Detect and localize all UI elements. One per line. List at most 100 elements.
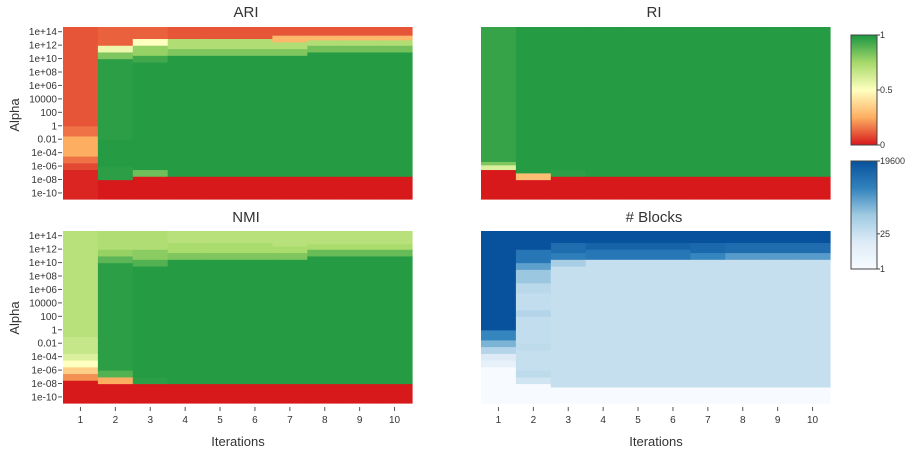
y-tick-label: 1e-10 [31,392,57,403]
heat-cell [272,48,308,56]
heat-cell [97,51,134,60]
y-tick-label: 0.01 [38,135,58,146]
heat-cell [515,262,552,270]
heat-cell [97,255,134,264]
heat-cell [63,125,99,137]
x-tick-label: 7 [705,415,711,426]
x-tick-label: 6 [252,415,258,426]
colorbar-tick-label: 1 [880,30,885,40]
heat-cell [167,38,204,50]
heat-cell [97,370,134,378]
colorbar-ramp [850,160,878,270]
heat-cell [237,383,273,404]
heat-cell [132,376,169,385]
y-tick-label: 1e+06 [29,81,58,92]
heat-cell [760,242,796,254]
heat-cell [272,41,308,50]
heat-cell [167,48,204,56]
heat-cell [515,231,552,250]
heat-cell [620,386,657,404]
heat-cell [132,38,169,46]
y-tick-label: 1e+06 [29,285,58,296]
heat-cell [167,55,204,177]
heat-cell [550,252,587,260]
heat-cell [307,39,343,46]
y-tick-label: 10000 [29,94,57,105]
x-tick-label: 3 [147,415,153,426]
heat-cell [132,55,169,63]
y-tick-label: 0.01 [38,339,58,350]
heat-cell [620,176,657,200]
heat-cell [795,27,831,177]
heat-cell [760,386,796,404]
heat-cell [690,27,726,177]
x-tick-label: 2 [531,415,537,426]
heat-cell [655,249,691,260]
heat-cell [377,249,413,257]
heat-cell [550,259,587,267]
heat-cell [272,259,308,385]
heat-cell [342,27,378,36]
heat-cell [202,259,239,385]
heat-cell [515,309,552,317]
heat-cell [342,249,378,257]
heat-cell [481,346,517,354]
heat-cell [63,169,99,200]
heat-cell [515,316,552,344]
heat-cell [377,45,413,53]
heat-cell [620,242,657,250]
y-tick-label: 100 [40,312,57,323]
heat-cell [237,252,273,260]
heat-cell [132,265,169,378]
y-tick-label: 1e-08 [31,175,57,186]
y-tick-label: 1 [51,121,57,132]
x-tick-label: 9 [775,415,781,426]
heat-cell [97,45,134,53]
heat-cell [620,259,657,388]
heat-cell [655,231,691,244]
y-tick-label: 1e+12 [29,41,58,52]
heat-cell [690,176,726,200]
heat-cell [202,176,239,200]
heat-cell [307,383,343,404]
heat-cell [725,259,761,388]
heat-cell [585,249,622,260]
y-tick-label: 1e+08 [29,68,58,79]
heat-cell [272,245,308,254]
y-tick-label: 1e-10 [31,188,57,199]
heat-cell [550,231,587,244]
colorbar-tick-label: 1 [880,264,885,274]
heat-cell [481,164,517,171]
heat-cell [377,51,413,177]
ri-title: RI [647,4,662,21]
heat-cell [132,27,169,40]
heat-cell [307,176,343,200]
heat-cell [550,242,587,254]
heat-cell [202,252,239,260]
y-tick-label: 1e-04 [31,352,57,363]
heat-cell [620,27,657,177]
heat-cell [585,231,622,244]
heat-cell [690,242,726,254]
heat-cell [377,231,413,245]
heat-cell [97,262,134,371]
y-tick-label: 1e-04 [31,148,57,159]
ari-heatmap: 1e+14 1e+12 1e+10 1e+08 1e+06 10000 100 1 0.01 1e… [29,27,413,200]
heat-cell [63,156,99,164]
heat-cell [585,386,622,404]
heat-cell [237,55,273,177]
x-tick-label: 5 [635,415,641,426]
heat-cell [237,242,273,254]
heat-cell [342,35,378,41]
heat-cell [167,259,204,385]
y-tick-label: 1e-06 [31,366,57,377]
x-tick-label: 5 [217,415,223,426]
heat-cell [725,231,761,244]
heat-cell [342,383,378,404]
heat-cell [132,259,169,267]
heat-cell [550,386,587,404]
heat-cell [167,176,204,200]
heat-cell [97,166,134,181]
y-tick-label: 1e+10 [29,54,58,65]
y-tick-label: 1e+14 [29,231,58,242]
